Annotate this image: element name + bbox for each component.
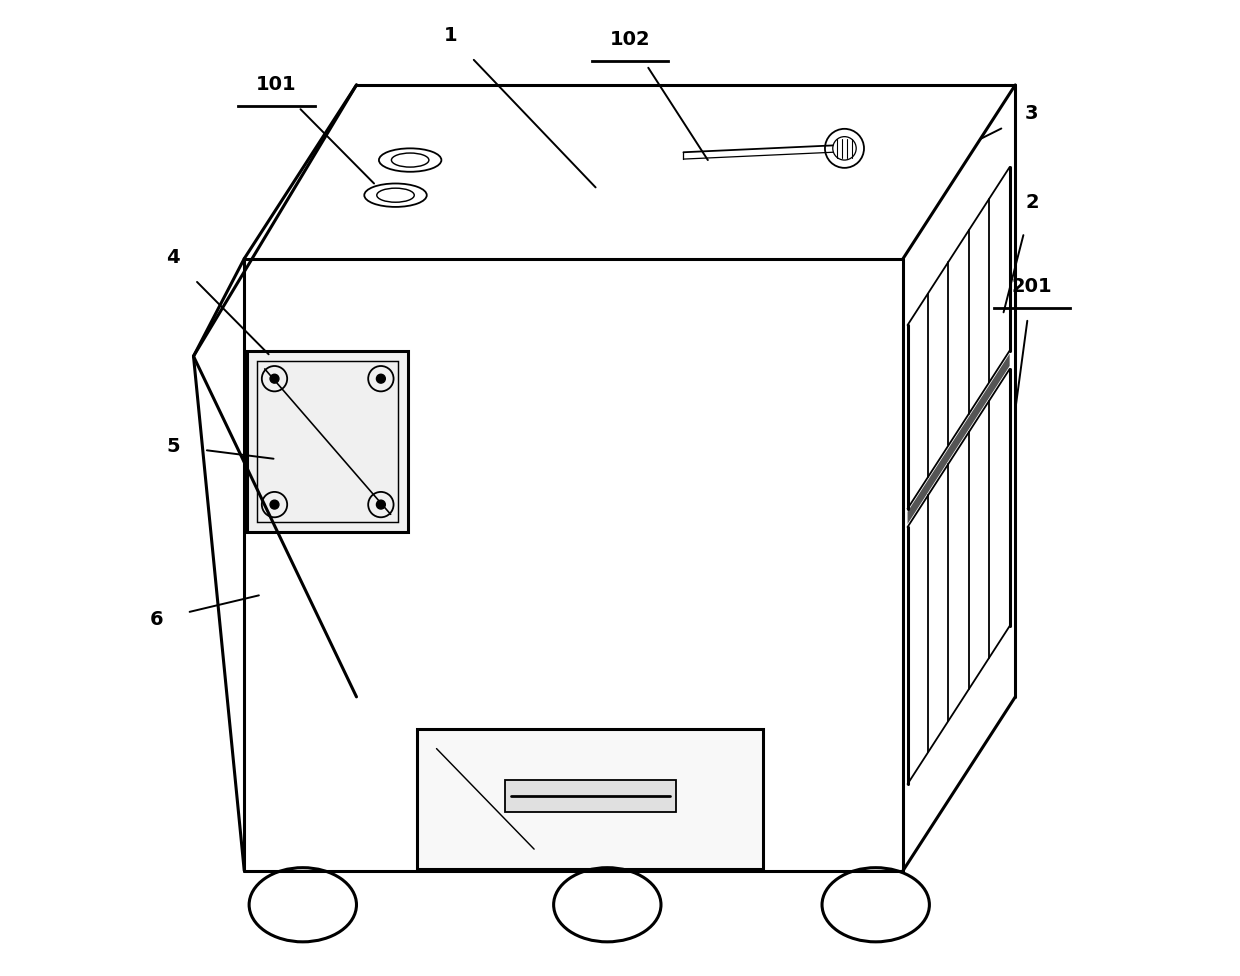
Bar [505,780,676,812]
Text: 201: 201 [1012,277,1053,297]
Text: 102: 102 [609,29,650,49]
Circle shape [270,374,279,384]
Text: 1: 1 [444,25,458,45]
Circle shape [377,374,386,384]
Text: 3: 3 [1025,103,1039,123]
Circle shape [270,500,279,509]
Text: 6: 6 [150,610,164,630]
Text: 101: 101 [257,75,296,95]
Circle shape [377,500,386,509]
Bar [417,729,764,869]
Polygon shape [908,353,1009,524]
Text: 2: 2 [1025,192,1039,212]
Bar [247,351,408,532]
Bar [257,361,398,522]
Text: 4: 4 [166,248,180,267]
Text: 5: 5 [166,436,180,456]
